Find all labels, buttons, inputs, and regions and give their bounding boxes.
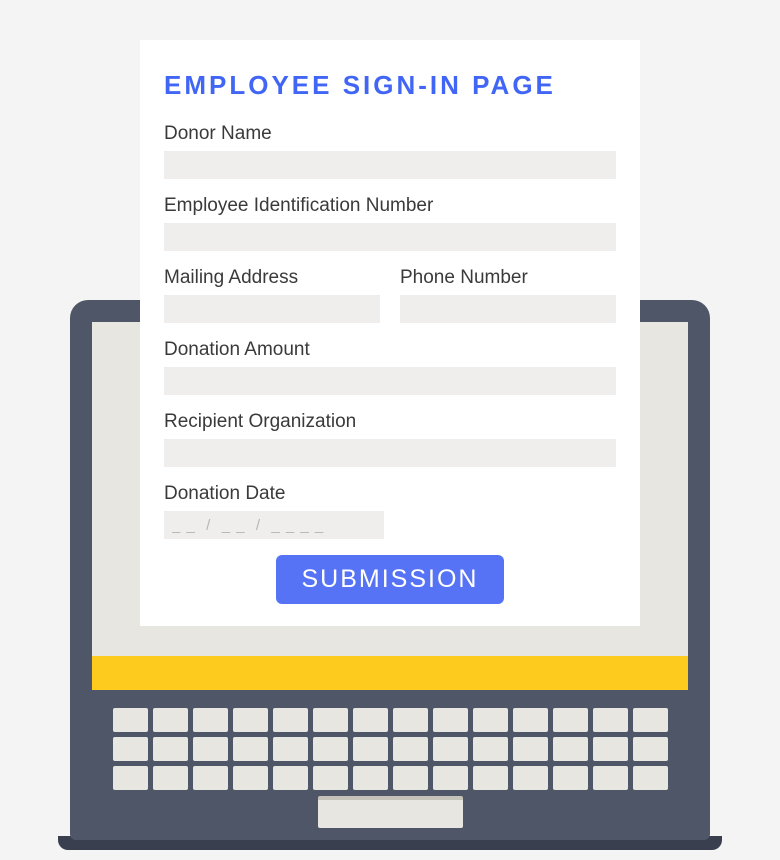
recipient-org-label: Recipient Organization — [164, 411, 616, 433]
laptop-keyboard-deck — [70, 690, 710, 840]
donation-amount-input[interactable] — [164, 367, 616, 395]
submit-wrap: SUBMISSION — [164, 555, 616, 604]
field-donation-amount: Donation Amount — [164, 339, 616, 395]
key-row — [113, 766, 668, 790]
field-donation-date: Donation Date — [164, 483, 616, 539]
key-row — [113, 708, 668, 732]
field-phone-number: Phone Number — [400, 267, 616, 323]
field-row-address-phone: Mailing Address Phone Number — [164, 267, 616, 339]
accent-bar — [92, 656, 688, 690]
donation-date-input[interactable] — [164, 511, 384, 539]
mailing-address-label: Mailing Address — [164, 267, 380, 289]
field-donor-name: Donor Name — [164, 123, 616, 179]
page-title: EMPLOYEE SIGN-IN PAGE — [164, 70, 616, 101]
mailing-address-input[interactable] — [164, 295, 380, 323]
trackpad-row — [318, 796, 463, 828]
submission-button[interactable]: SUBMISSION — [276, 555, 505, 604]
donor-name-label: Donor Name — [164, 123, 616, 145]
employee-id-label: Employee Identification Number — [164, 195, 616, 217]
donation-amount-label: Donation Amount — [164, 339, 616, 361]
keyboard-keys — [102, 708, 678, 828]
field-mailing-address: Mailing Address — [164, 267, 380, 323]
signin-form-card: EMPLOYEE SIGN-IN PAGE Donor Name Employe… — [140, 40, 640, 626]
recipient-org-input[interactable] — [164, 439, 616, 467]
field-employee-id: Employee Identification Number — [164, 195, 616, 251]
phone-number-label: Phone Number — [400, 267, 616, 289]
phone-number-input[interactable] — [400, 295, 616, 323]
donor-name-input[interactable] — [164, 151, 616, 179]
donation-date-label: Donation Date — [164, 483, 616, 505]
trackpad — [318, 796, 463, 828]
employee-id-input[interactable] — [164, 223, 616, 251]
laptop-base-shadow — [58, 836, 722, 850]
key-row — [113, 737, 668, 761]
field-recipient-org: Recipient Organization — [164, 411, 616, 467]
